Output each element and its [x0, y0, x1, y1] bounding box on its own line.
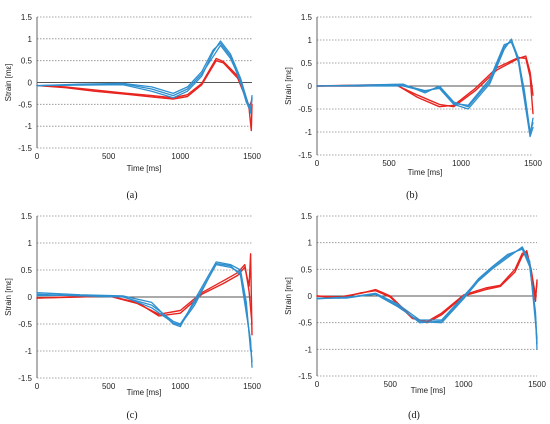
series-line-blue — [316, 247, 538, 350]
y-axis-label: Strain [mε] — [4, 278, 13, 316]
y-tick-label: -0.5 — [298, 105, 312, 114]
x-tick-label: 500 — [102, 152, 116, 161]
series-line-red — [316, 249, 538, 324]
y-tick-label: -1.5 — [18, 374, 32, 383]
series-line-red — [316, 251, 538, 323]
x-axis-label: Time [ms] — [127, 388, 162, 397]
y-tick-label: -1 — [25, 122, 33, 131]
y-tick-label: -0.5 — [298, 319, 312, 328]
y-tick-label: -1.5 — [18, 144, 32, 153]
x-axis-label: Time [ms] — [411, 386, 446, 395]
y-tick-label: 1.5 — [301, 13, 313, 22]
series-line-blue — [316, 246, 538, 340]
series-line-blue — [36, 40, 253, 114]
x-tick-label: 500 — [384, 380, 398, 389]
x-axis-label: Time [ms] — [408, 168, 443, 177]
x-tick-label: 0 — [35, 152, 40, 161]
x-tick-label: 1500 — [528, 380, 546, 389]
panel-caption: (a) — [126, 190, 137, 201]
panel-caption: (c) — [126, 410, 137, 421]
y-tick-label: -1.5 — [298, 372, 312, 381]
panel-caption: (d) — [408, 410, 420, 421]
x-tick-label: 1000 — [452, 159, 470, 168]
y-tick-label: 0.5 — [21, 57, 33, 66]
y-axis-label: Strain [mε] — [284, 67, 293, 105]
y-tick-label: 1 — [308, 239, 313, 248]
x-tick-label: 0 — [35, 382, 40, 391]
x-tick-label: 0 — [315, 380, 320, 389]
y-tick-label: -0.5 — [18, 320, 32, 329]
panel-caption: (b) — [406, 190, 418, 201]
x-tick-label: 1000 — [455, 380, 473, 389]
y-tick-label: 0.5 — [301, 59, 313, 68]
x-tick-label: 1500 — [243, 382, 261, 391]
x-tick-label: 1500 — [524, 159, 542, 168]
y-tick-label: -1 — [305, 128, 313, 137]
x-tick-label: 1000 — [171, 382, 189, 391]
y-axis-label: Strain [mε] — [4, 64, 13, 102]
x-tick-label: 500 — [382, 159, 396, 168]
series-line-blue — [316, 38, 534, 138]
series-line-blue — [316, 248, 538, 345]
x-tick-label: 0 — [315, 159, 320, 168]
y-tick-label: 0.5 — [301, 265, 313, 274]
y-tick-label: 1.5 — [21, 13, 33, 22]
y-tick-label: 1.5 — [301, 212, 313, 221]
x-tick-label: 1500 — [243, 152, 261, 161]
y-tick-label: 0 — [308, 292, 313, 301]
series-line-blue — [36, 42, 253, 112]
series-line-blue — [36, 262, 253, 368]
x-axis-label: Time [ms] — [127, 164, 162, 173]
series-line-blue — [36, 44, 253, 110]
series-line-red — [316, 55, 534, 108]
x-tick-label: 500 — [102, 382, 116, 391]
x-tick-label: 1000 — [171, 152, 189, 161]
y-tick-label: -1 — [305, 345, 313, 354]
y-tick-label: 0.5 — [21, 266, 33, 275]
y-tick-label: 0 — [28, 79, 33, 88]
y-tick-label: 1 — [28, 35, 33, 44]
y-tick-label: 1.5 — [21, 212, 33, 221]
y-tick-label: 1 — [28, 239, 33, 248]
y-tick-label: 1 — [308, 36, 313, 45]
y-tick-label: -0.5 — [18, 100, 32, 109]
series-line-blue — [36, 263, 253, 363]
y-tick-label: 0 — [28, 293, 33, 302]
series-line-blue — [316, 41, 534, 133]
y-axis-label: Strain [mε] — [284, 277, 293, 315]
y-tick-label: -1 — [25, 347, 33, 356]
y-tick-label: 0 — [308, 82, 313, 91]
y-tick-label: -1.5 — [298, 151, 312, 160]
